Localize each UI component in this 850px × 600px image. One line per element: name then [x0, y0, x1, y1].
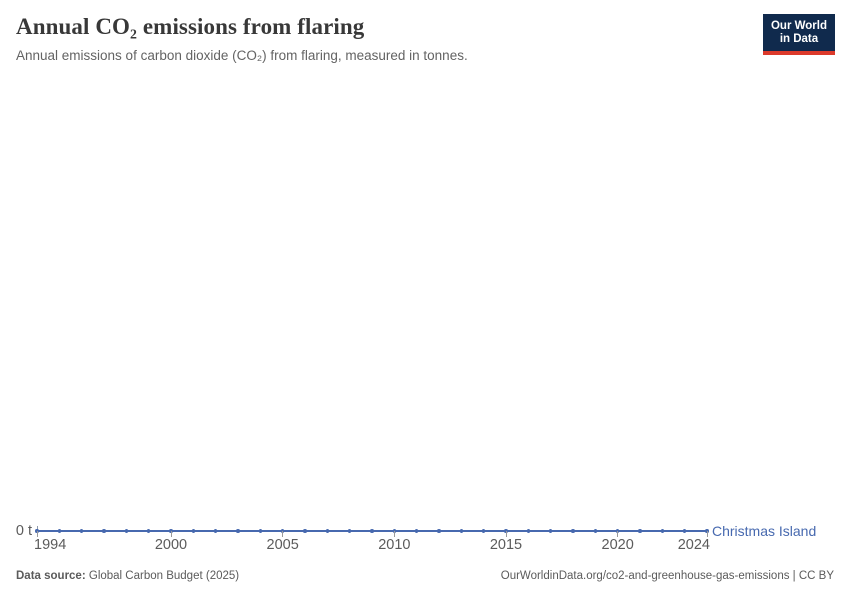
data-point [213, 529, 218, 533]
data-point [705, 529, 709, 533]
data-point [146, 529, 151, 533]
page-subtitle: Annual emissions of carbon dioxide (CO₂)… [16, 48, 468, 63]
data-point [660, 529, 665, 533]
x-axis-tick [505, 531, 507, 537]
data-point [57, 529, 62, 533]
data-point [593, 529, 598, 533]
x-axis-tick-label: 1994 [34, 537, 67, 553]
data-point [414, 529, 419, 533]
owid-logo[interactable]: Our World in Data [762, 14, 835, 55]
footer-citation-link[interactable]: OurWorldinData.org/co2-and-greenhouse-ga… [500, 570, 834, 582]
data-point [571, 529, 575, 533]
data-source-label: Data source: [16, 570, 86, 582]
x-axis-tick-label: 2020 [601, 537, 634, 553]
data-point [638, 529, 642, 533]
x-axis-tick-label: 2005 [266, 537, 299, 553]
data-point [191, 529, 196, 533]
data-point [35, 529, 39, 533]
data-point [258, 529, 263, 533]
chart-header: Annual CO₂ emissions from flaring Annual… [16, 13, 835, 64]
data-point [325, 529, 330, 533]
x-axis-tick-label: 2024 [677, 537, 710, 553]
data-point [682, 529, 687, 533]
x-axis-tick [36, 531, 38, 537]
data-point [370, 529, 374, 533]
data-point [504, 529, 508, 533]
data-point [459, 529, 464, 533]
data-point [303, 529, 307, 533]
data-point [548, 529, 553, 533]
data-point [392, 529, 397, 533]
data-point [437, 529, 441, 533]
chart-footer: Data source: Global Carbon Budget (2025)… [16, 569, 834, 583]
logo-line-1: Our World [770, 20, 827, 32]
logo-line-2: in Data [779, 33, 819, 45]
x-axis-tick [617, 531, 619, 537]
data-point [481, 529, 486, 533]
y-axis-zero-label: 0 t [15, 523, 32, 539]
x-axis-tick-label: 2000 [154, 537, 188, 553]
x-axis-tick [170, 531, 172, 537]
data-source: Data source: Global Carbon Budget (2025) [16, 569, 239, 583]
data-point [615, 529, 620, 533]
data-point [236, 529, 240, 533]
x-axis-tick-label: 2015 [489, 537, 523, 553]
x-axis-tick [282, 531, 284, 537]
data-point [280, 529, 285, 533]
page-title: Annual CO₂ emissions from flaring [16, 14, 365, 39]
data-point [347, 529, 352, 533]
data-source-value: Global Carbon Budget (2025) [88, 570, 240, 582]
data-point [102, 529, 106, 533]
x-axis-tick-label: 2010 [378, 537, 411, 553]
data-point [526, 529, 531, 533]
heading-block: Annual CO₂ emissions from flaring Annual… [16, 13, 468, 64]
data-point [79, 529, 84, 533]
data-point [124, 529, 129, 533]
series-label: Christmas Island [712, 523, 817, 539]
x-axis-tick [393, 531, 395, 537]
x-axis-tick [706, 531, 708, 537]
data-point [169, 529, 173, 533]
